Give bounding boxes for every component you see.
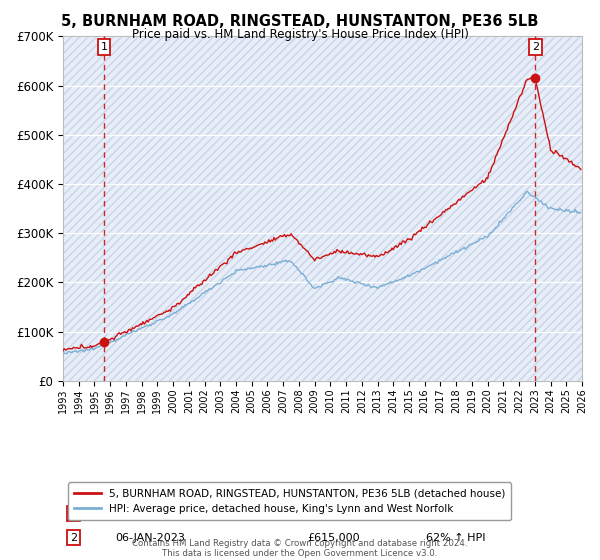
Text: This data is licensed under the Open Government Licence v3.0.: This data is licensed under the Open Gov… (163, 549, 437, 558)
Text: 33% ↑ HPI: 33% ↑ HPI (426, 508, 485, 519)
Text: Price paid vs. HM Land Registry's House Price Index (HPI): Price paid vs. HM Land Registry's House … (131, 28, 469, 41)
Text: £615,000: £615,000 (307, 533, 359, 543)
Text: 2: 2 (532, 42, 539, 52)
Legend: 5, BURNHAM ROAD, RINGSTEAD, HUNSTANTON, PE36 5LB (detached house), HPI: Average : 5, BURNHAM ROAD, RINGSTEAD, HUNSTANTON, … (68, 483, 511, 520)
Text: Contains HM Land Registry data © Crown copyright and database right 2024.: Contains HM Land Registry data © Crown c… (132, 539, 468, 548)
Text: 62% ↑ HPI: 62% ↑ HPI (426, 533, 486, 543)
Text: 2: 2 (70, 533, 77, 543)
Text: 06-JAN-2023: 06-JAN-2023 (115, 533, 185, 543)
Text: 10-AUG-1995: 10-AUG-1995 (115, 508, 189, 519)
Text: 1: 1 (70, 508, 77, 519)
Text: 5, BURNHAM ROAD, RINGSTEAD, HUNSTANTON, PE36 5LB: 5, BURNHAM ROAD, RINGSTEAD, HUNSTANTON, … (61, 14, 539, 29)
Text: 1: 1 (101, 42, 108, 52)
Text: £78,000: £78,000 (307, 508, 353, 519)
